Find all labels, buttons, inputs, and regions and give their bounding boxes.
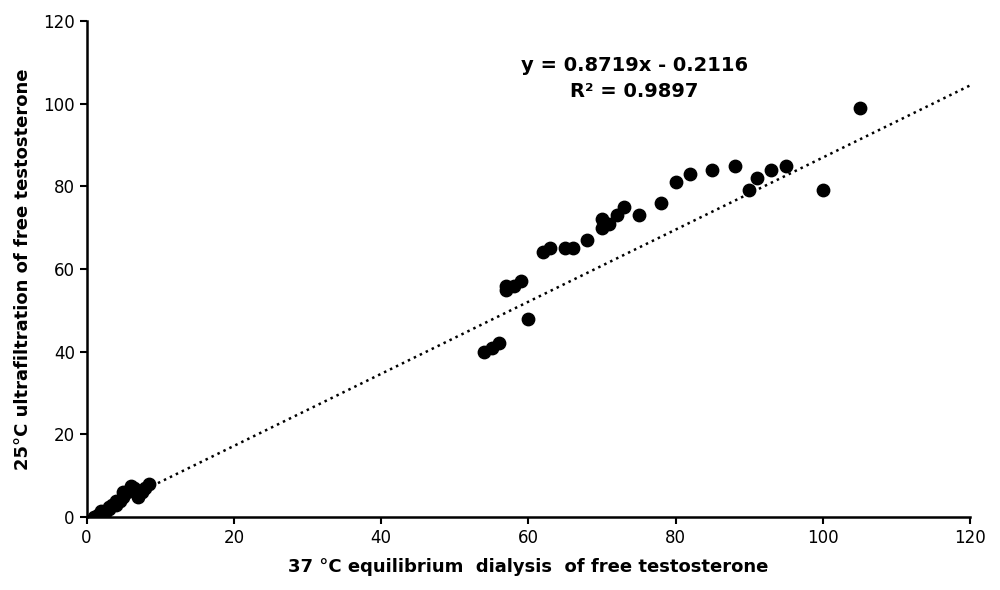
Point <box>104 500 120 510</box>
Point <box>112 496 128 506</box>
Point <box>601 219 617 228</box>
Point <box>557 244 573 253</box>
Point <box>141 480 157 489</box>
Y-axis label: 25°C ultrafiltration of free testosterone: 25°C ultrafiltration of free testosteron… <box>14 68 32 470</box>
Point <box>778 161 794 171</box>
Point <box>115 488 131 497</box>
Point <box>130 492 146 502</box>
Point <box>631 211 647 220</box>
Point <box>513 277 529 286</box>
X-axis label: 37 °C equilibrium  dialysis  of free testosterone: 37 °C equilibrium dialysis of free testo… <box>288 558 769 576</box>
Point <box>101 504 117 514</box>
Point <box>90 510 106 520</box>
Point <box>134 488 150 497</box>
Point <box>137 484 153 493</box>
Point <box>123 484 139 493</box>
Point <box>594 215 610 224</box>
Point <box>108 496 124 506</box>
Point <box>484 343 500 352</box>
Point <box>97 509 113 518</box>
Point <box>115 492 131 502</box>
Point <box>579 235 595 245</box>
Point <box>653 198 669 208</box>
Point <box>542 244 558 253</box>
Point <box>749 173 765 183</box>
Point <box>126 484 142 493</box>
Point <box>727 161 743 171</box>
Point <box>491 339 507 348</box>
Point <box>668 178 684 187</box>
Point <box>506 281 522 290</box>
Point <box>93 506 109 516</box>
Point <box>704 165 720 175</box>
Point <box>741 186 757 195</box>
Point <box>108 500 124 510</box>
Point <box>123 481 139 491</box>
Point <box>565 244 581 253</box>
Point <box>609 211 625 220</box>
Point <box>535 248 551 257</box>
Point <box>594 223 610 232</box>
Point <box>86 513 102 522</box>
Point <box>101 502 117 512</box>
Point <box>682 169 698 179</box>
Point <box>852 103 868 113</box>
Point <box>616 202 632 212</box>
Point <box>520 314 536 323</box>
Point <box>815 186 831 195</box>
Point <box>498 285 514 294</box>
Point <box>93 509 109 518</box>
Point <box>476 347 492 356</box>
Point <box>763 165 779 175</box>
Text: y = 0.8719x - 0.2116
R² = 0.9897: y = 0.8719x - 0.2116 R² = 0.9897 <box>521 55 748 101</box>
Point <box>498 281 514 290</box>
Point <box>119 488 135 497</box>
